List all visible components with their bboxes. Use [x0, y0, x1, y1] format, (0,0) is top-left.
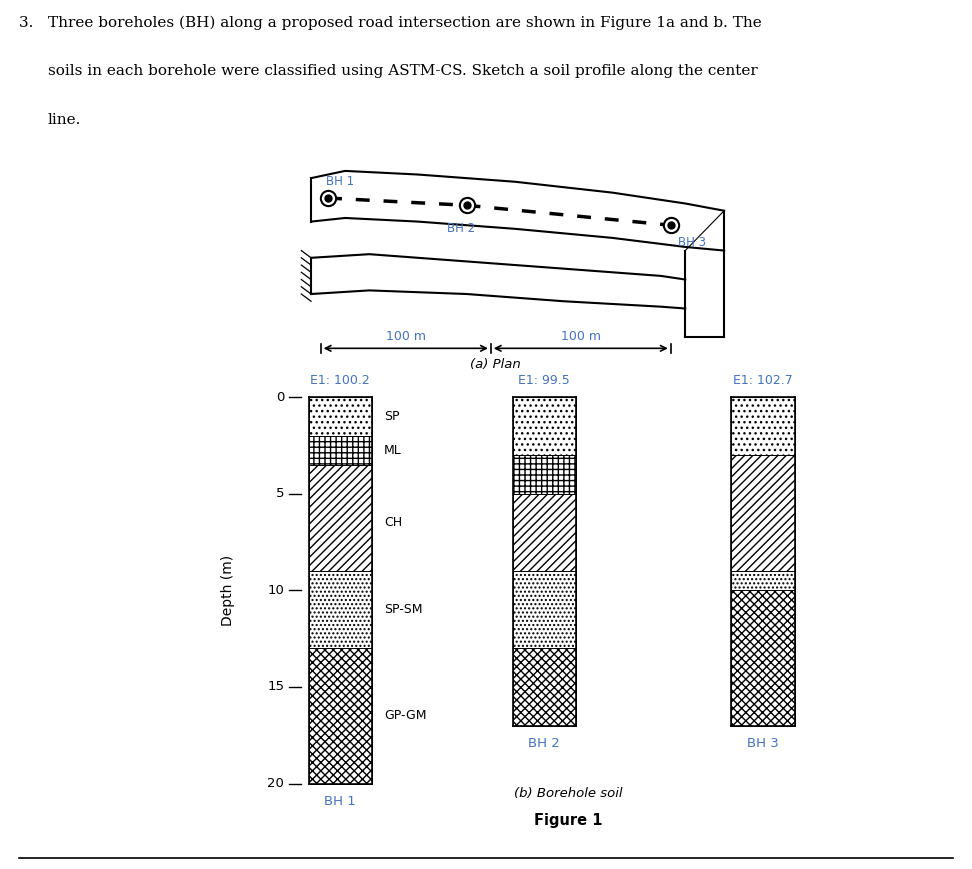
Bar	[731, 397, 795, 455]
Text: SP: SP	[384, 410, 399, 423]
Text: 3.   Three boreholes (BH) along a proposed road intersection are shown in Figure: 3. Three boreholes (BH) along a proposed…	[19, 16, 762, 30]
Text: 5: 5	[276, 488, 284, 501]
Bar	[308, 465, 371, 571]
Bar	[308, 648, 371, 784]
Text: E1: 102.7: E1: 102.7	[733, 374, 793, 387]
Text: BH 1: BH 1	[326, 175, 354, 188]
Bar	[308, 571, 371, 648]
Bar	[308, 397, 371, 436]
Bar	[513, 455, 575, 494]
Bar	[513, 494, 575, 571]
Bar	[731, 571, 795, 590]
Bar	[731, 590, 795, 726]
Text: SP-SM: SP-SM	[384, 603, 423, 616]
Bar	[513, 571, 575, 648]
Text: (b) Borehole soil: (b) Borehole soil	[514, 787, 623, 800]
Text: BH 1: BH 1	[325, 795, 356, 808]
Text: 15: 15	[267, 680, 284, 693]
Text: line.: line.	[48, 113, 81, 127]
Bar	[731, 455, 795, 571]
Text: E1: 100.2: E1: 100.2	[310, 374, 370, 387]
Bar	[308, 436, 371, 465]
Bar	[513, 397, 575, 455]
Text: ML: ML	[384, 444, 401, 457]
Text: BH 3: BH 3	[747, 737, 779, 750]
Text: 10: 10	[267, 584, 284, 597]
Text: BH 2: BH 2	[447, 222, 475, 235]
Text: GP-GM: GP-GM	[384, 709, 427, 722]
Text: 100 m: 100 m	[561, 330, 601, 343]
Text: 20: 20	[267, 777, 284, 790]
Text: BH 2: BH 2	[529, 737, 560, 750]
Bar	[513, 648, 575, 726]
Text: 100 m: 100 m	[386, 330, 426, 343]
Text: E1: 99.5: E1: 99.5	[518, 374, 571, 387]
Text: Figure 1: Figure 1	[535, 813, 603, 827]
Text: Depth (m): Depth (m)	[222, 555, 235, 626]
Text: 0: 0	[276, 391, 284, 404]
Text: BH 3: BH 3	[677, 236, 706, 249]
Text: (a) Plan: (a) Plan	[470, 358, 521, 371]
Text: soils in each borehole were classified using ASTM-CS. Sketch a soil profile alon: soils in each borehole were classified u…	[48, 64, 757, 78]
Text: CH: CH	[384, 516, 402, 529]
